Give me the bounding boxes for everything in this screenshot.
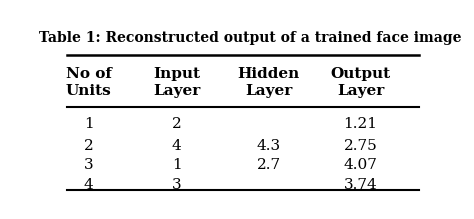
Text: 3: 3 — [84, 158, 93, 172]
Text: 1: 1 — [84, 117, 93, 131]
Text: 2: 2 — [172, 117, 182, 131]
Text: Output
Layer: Output Layer — [330, 67, 391, 98]
Text: 4.07: 4.07 — [344, 158, 377, 172]
Text: 2: 2 — [84, 139, 93, 153]
Text: Table 1: Reconstructed output of a trained face image: Table 1: Reconstructed output of a train… — [39, 31, 462, 45]
Text: 3.74: 3.74 — [344, 178, 377, 192]
Text: No of
Units: No of Units — [65, 67, 112, 98]
Text: 1.21: 1.21 — [344, 117, 377, 131]
Text: 2.7: 2.7 — [256, 158, 281, 172]
Text: 4.3: 4.3 — [256, 139, 281, 153]
Text: 3: 3 — [172, 178, 182, 192]
Text: 1: 1 — [172, 158, 182, 172]
Text: 2.75: 2.75 — [344, 139, 377, 153]
Text: Input
Layer: Input Layer — [153, 67, 201, 98]
Text: 4: 4 — [84, 178, 93, 192]
Text: Hidden
Layer: Hidden Layer — [237, 67, 300, 98]
Text: 4: 4 — [172, 139, 182, 153]
